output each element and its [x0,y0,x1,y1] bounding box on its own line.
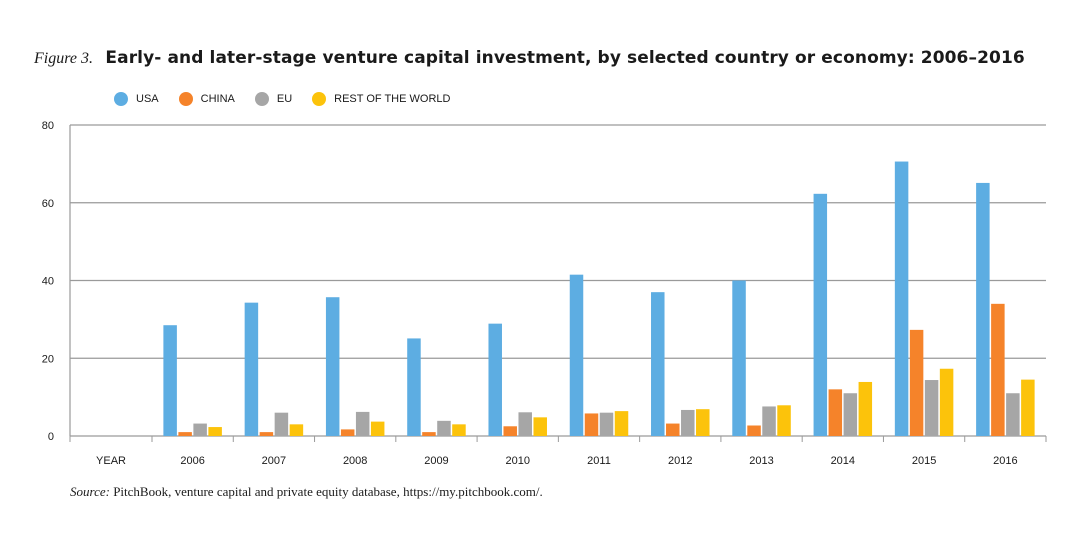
chart-legend: USA CHINA EU REST OF THE WORLD [114,92,470,106]
bar-china [422,432,436,436]
bar-rest-of-the-world [208,427,222,436]
bar-usa [407,338,421,436]
bar-rest-of-the-world [452,424,466,436]
bar-rest-of-the-world [614,411,629,436]
legend-label-eu: EU [276,93,293,105]
bar-rest-of-the-world [370,421,385,436]
x-tick-label: 2016 [993,455,1017,467]
legend-swatch-china [178,92,193,106]
y-tick-label: 0 [48,431,54,443]
chart-title: Early- and later-stage venture capital i… [105,48,1025,68]
bar-china [991,303,1005,436]
bar-rest-of-the-world [939,368,954,436]
bar-eu [762,406,776,436]
x-tick-label: 2007 [262,455,286,467]
figure-label: Figure 3. [34,50,93,67]
bar-eu [1006,393,1020,436]
bar-eu [355,411,370,436]
bar-eu [843,393,858,436]
bar-china [909,329,924,436]
bar-eu [518,412,532,436]
x-tick-label: 2010 [505,455,529,467]
source-text: PitchBook, venture capital and private e… [113,484,543,499]
bar-eu [681,409,695,436]
legend-item-rest-of-world: REST OF THE WORLD [312,92,450,106]
legend-item-china: CHINA [178,92,235,106]
y-tick-label: 80 [42,120,54,132]
bar-eu [599,412,614,436]
legend-item-eu: EU [254,92,293,106]
legend-swatch-usa [114,92,128,106]
bar-usa [325,297,340,436]
y-tick-label: 20 [42,353,54,365]
x-tick-label: YEAR [96,455,126,467]
bar-rest-of-the-world [533,417,547,436]
bar-china [584,413,599,436]
bar-usa [976,182,990,436]
bar-rest-of-the-world [858,381,873,436]
bar-eu [924,380,939,436]
x-tick-label: 2009 [424,455,448,467]
bar-rest-of-the-world [289,424,304,436]
x-tick-label: 2012 [668,455,692,467]
bar-rest-of-the-world [777,405,791,436]
bar-rest-of-the-world [1021,379,1035,436]
bar-china [828,389,843,436]
bar-china [259,432,274,436]
bar-usa [569,274,584,436]
x-tick-label: 2015 [912,455,936,467]
bar-china [503,426,517,436]
bar-usa [894,161,909,437]
bar-usa [163,325,177,436]
bar-china [340,429,355,436]
y-tick-label: 60 [42,198,54,210]
legend-item-usa: USA [114,92,159,106]
bar-usa [732,280,746,436]
y-tick-label: 40 [42,276,54,288]
bar-rest-of-the-world [696,409,710,436]
bar-china [178,432,192,436]
bar-usa [244,302,259,436]
source-note: Source: PitchBook, venture capital and p… [70,484,543,500]
x-tick-label: 2011 [587,455,611,467]
bar-usa [651,292,665,436]
legend-label-china: CHINA [200,93,235,105]
bar-eu [274,412,289,436]
bar-usa [813,193,828,436]
legend-label-usa: USA [136,93,159,105]
x-tick-label: 2013 [749,455,773,467]
x-tick-label: 2008 [343,455,367,467]
bar-eu [193,423,207,436]
bar-china [747,425,761,436]
legend-swatch-eu [254,92,269,106]
x-tick-label: 2006 [180,455,204,467]
bar-usa [488,323,502,436]
x-tick-label: 2014 [831,455,855,467]
source-label: Source: [70,484,110,499]
figure-title-row: Figure 3. Early- and later-stage venture… [34,48,1025,68]
bar-eu [437,420,451,436]
legend-label-rest-of-world: REST OF THE WORLD [334,93,451,105]
bar-china [666,423,680,436]
legend-swatch-rest-of-world [312,92,327,106]
